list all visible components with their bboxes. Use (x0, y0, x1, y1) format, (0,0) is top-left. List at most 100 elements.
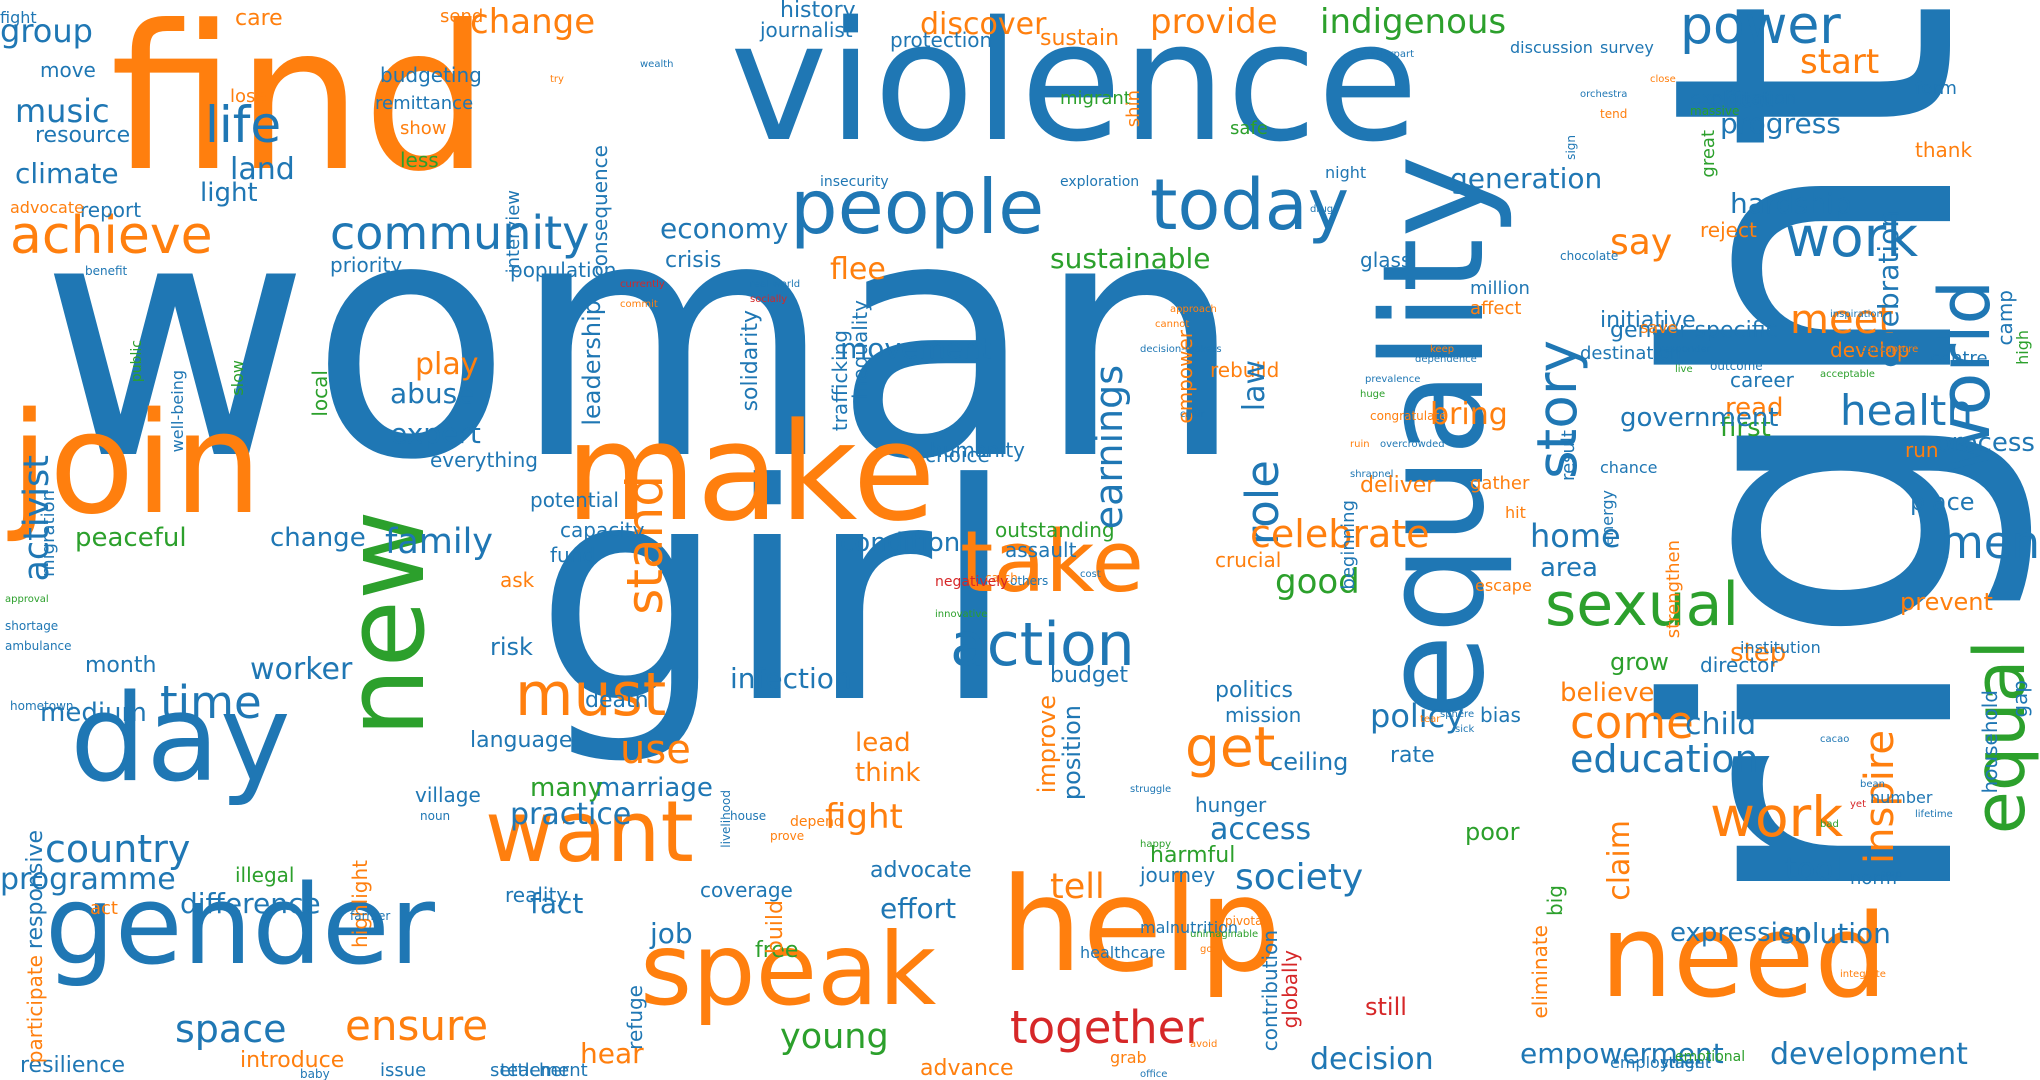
word-discussion: discussion (1510, 38, 1593, 57)
word-counterpart: counterpart (1355, 49, 1414, 60)
word-commit: commit (620, 299, 658, 310)
word-generation: generation (1450, 162, 1603, 195)
word-baby: baby (300, 1067, 330, 1080)
word-great: great (1698, 130, 1719, 178)
word-use: use (620, 727, 691, 773)
word-equality: equality (1353, 155, 1516, 721)
word-lead: lead (855, 728, 911, 758)
word-family: family (385, 522, 494, 562)
word-tear: tear (1420, 714, 1441, 725)
word-gap: gap (2008, 680, 2032, 718)
word-million: million (1470, 278, 1530, 299)
word-capacity: capacity (560, 518, 645, 542)
word-empowerment: empowerment (1520, 1037, 1724, 1070)
word-report: report (80, 198, 142, 222)
word-approval: approval (5, 594, 49, 605)
word-death: death (585, 688, 649, 713)
word-society: society (1235, 857, 1364, 898)
word-responder: responder (1660, 344, 1711, 355)
word-climate: climate (15, 157, 119, 190)
word-office: office (1140, 1069, 1168, 1080)
word-music: music (15, 92, 110, 130)
word-village: village (415, 783, 481, 807)
word-struggle: struggle (1130, 784, 1172, 795)
word-shin: shin (1123, 90, 1144, 128)
word-programme: programme (0, 862, 176, 897)
word-ask: ask (500, 568, 535, 592)
word-lose: lose (230, 86, 267, 107)
word-risk: risk (490, 633, 533, 661)
word-prevalence: prevalence (1365, 374, 1421, 385)
word-come: come (1570, 696, 1694, 749)
word-survey: survey (1600, 38, 1654, 57)
word-catch: catch (985, 571, 1018, 585)
word-currently: currently (620, 279, 665, 290)
word-solution: solution (1780, 917, 1891, 950)
word-take: take (960, 513, 1144, 612)
word-free: free (755, 938, 799, 963)
word-crucial: crucial (1215, 548, 1282, 572)
word-advocate: advocate (870, 858, 972, 883)
word-home: home (1530, 517, 1621, 555)
word-run: run (1905, 438, 1939, 462)
word-men: men (1939, 516, 2040, 569)
word-help: help (1000, 849, 1282, 1001)
word-capture: capture (1880, 344, 1919, 355)
word-place: place (1910, 488, 1975, 516)
word-indigenous: indigenous (1320, 2, 1507, 42)
word-good: good (1275, 562, 1360, 602)
word-crop: crop (1880, 869, 1902, 880)
word-huge: huge (1360, 389, 1386, 400)
word-leadership: leadership (578, 300, 606, 426)
word-journalist: journalist (760, 18, 853, 42)
word-stage: stage (1660, 1053, 1705, 1072)
word-noun: noun (420, 809, 451, 823)
word-participant: participant (1860, 344, 1915, 355)
word-claim: claim (1602, 820, 1637, 901)
word-medium: medium (40, 698, 147, 728)
word-expert: expert (390, 417, 481, 450)
word-change: change (470, 2, 596, 42)
word-policy: policy (1370, 697, 1465, 735)
word-space: space (175, 1007, 287, 1051)
word-bring: bring (1430, 397, 1508, 432)
word-approach: approach (1170, 304, 1217, 315)
word-government: government (1620, 403, 1779, 433)
word-yet: yet (1850, 799, 1866, 810)
word-shortage: shortage (5, 619, 59, 633)
word-resource: resource (35, 123, 131, 148)
word-movement: movement (840, 332, 992, 365)
word-marriage: marriage (595, 773, 713, 803)
word-priority: priority (330, 253, 403, 277)
word-lifetime: lifetime (1915, 809, 1953, 820)
word-drug: drug (1310, 204, 1334, 215)
word-position: position (1058, 705, 1086, 801)
word-humanity: humanity (930, 438, 1025, 462)
word-hardship: hardship (1730, 187, 1852, 220)
word-journey: journey (1140, 863, 1216, 887)
word-escape: escape (1475, 576, 1532, 595)
word-celebrate: celebrate (1250, 512, 1430, 556)
word-safe: safe (1230, 118, 1268, 139)
word-reality: reality (505, 883, 569, 907)
word-sphere: sphere (1440, 709, 1475, 720)
word-must: must (515, 660, 667, 730)
word-economy: economy (660, 212, 789, 245)
word-sick: sick (1455, 724, 1475, 735)
word-go: go (1200, 944, 1213, 955)
word-chocolate: chocolate (1560, 249, 1619, 263)
word-unimaginable: unimaginable (1190, 929, 1259, 940)
word-contribution: contribution (1258, 930, 1282, 1052)
word-start: start (1800, 42, 1880, 82)
word-grow: grow (1610, 648, 1669, 676)
word-ambulance: ambulance (5, 639, 72, 653)
word-cacao: cacao (1820, 734, 1850, 745)
word-close: close (1650, 74, 1676, 85)
word-month: month (85, 653, 157, 678)
word-hometown: hometown (10, 699, 74, 713)
word-avoid: avoid (1190, 1039, 1218, 1050)
word-massive: massive (1690, 104, 1740, 118)
word-affect: affect (1470, 298, 1522, 319)
word-population: population (510, 258, 617, 282)
word-career: career (1730, 368, 1794, 392)
